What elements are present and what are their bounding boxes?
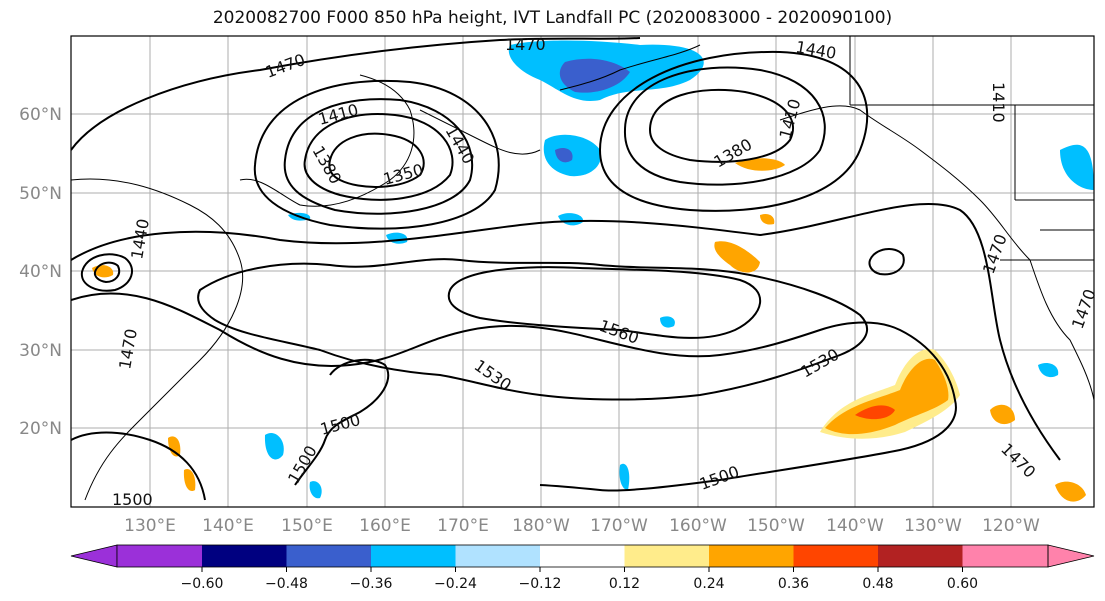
ivt-negative-east [1060, 144, 1094, 190]
colorbar-tick: 0.60 [947, 576, 978, 592]
contour-1560 [447, 266, 761, 339]
ivt-negative-kamchatka-core [555, 148, 573, 163]
colorbar-tick: 0.12 [609, 576, 640, 592]
colorbar-tick: −0.24 [434, 576, 477, 592]
lat-label: 60°N [19, 105, 62, 125]
contour-low-west-2 [93, 261, 121, 284]
lon-label: 180°W [512, 516, 570, 536]
ivt-negative-south-3 [619, 463, 630, 490]
colorbar-segment [793, 545, 878, 567]
ivt-positive-west-1 [168, 436, 181, 457]
ivt-positive-east-2 [1055, 481, 1086, 502]
colorbar-segment [455, 545, 540, 567]
colorbar-segment [286, 545, 371, 567]
lon-label: 170°E [437, 516, 489, 536]
colorbar-segment [202, 545, 287, 567]
lon-label: 120°W [982, 516, 1040, 536]
contour-1410-west [283, 98, 474, 215]
lat-label: 20°N [19, 419, 62, 439]
colorbar-extend-low [70, 544, 118, 568]
contour-1470-mid [71, 202, 1061, 461]
contour-1470-southwest [71, 431, 206, 501]
ivt-negative-south-1 [264, 432, 284, 460]
lon-label: 160°E [359, 516, 411, 536]
ivt-positive-west-2 [183, 468, 196, 492]
contour-1500-small [294, 358, 390, 486]
ivt-negative-mexico [1038, 363, 1059, 378]
lat-label: 30°N [19, 341, 62, 361]
contour-1470-north [71, 37, 641, 151]
colorbar-tick: −0.48 [265, 576, 308, 592]
colorbar-tick: −0.60 [181, 576, 224, 592]
latitude-labels: 60°N 50°N 40°N 30°N 20°N [19, 105, 62, 439]
lon-label: 130°W [904, 516, 962, 536]
colorbar-tick: 0.36 [778, 576, 809, 592]
ivt-positive-mid [714, 241, 760, 273]
contour-1380-east [648, 88, 794, 163]
colorbar-tick: −0.12 [519, 576, 562, 592]
ivt-positive-east-1 [990, 404, 1015, 425]
lat-label: 50°N [19, 184, 62, 204]
lon-label: 150°E [281, 516, 333, 536]
ivt-positive-alaska-gulf [735, 158, 785, 171]
colorbar-segment [117, 545, 202, 567]
colorbar-segment [540, 545, 625, 567]
height-contours [71, 37, 1061, 501]
ivt-negative-south-2 [309, 481, 322, 499]
lon-label: 160°W [669, 516, 727, 536]
ivt-shading [92, 40, 1094, 502]
contour-label: 1470 [505, 35, 546, 54]
lon-label: 150°W [747, 516, 805, 536]
lat-label: 40°N [19, 262, 62, 282]
ivt-negative-bering-core [559, 58, 630, 93]
lon-label: 170°W [590, 516, 648, 536]
map-frame [70, 35, 1095, 508]
colorbar-extend-high [1047, 544, 1095, 568]
contour-1500 [71, 292, 957, 492]
contour-1380-west [303, 113, 454, 201]
lon-label: 130°E [124, 516, 176, 536]
colorbar: −0.60 −0.48 −0.36 −0.24 −0.12 0.12 0.24 … [70, 544, 1095, 592]
ivt-positive-small-a [760, 214, 775, 225]
colorbar-segment [371, 545, 456, 567]
contour-low-west [80, 253, 134, 292]
colorbar-segment [709, 545, 794, 567]
ivt-positive-subtropical-max [855, 405, 895, 420]
longitude-labels: 130°E 140°E 150°E 160°E 170°E 180°W 170°… [124, 516, 1040, 536]
contour-label: 1410 [989, 82, 1008, 123]
colorbar-tick: 0.24 [693, 576, 724, 592]
contour-low-east [868, 248, 905, 276]
lon-label: 140°W [826, 516, 884, 536]
colorbar-segment [878, 545, 963, 567]
coastlines [71, 36, 1094, 501]
lon-label: 140°E [202, 516, 254, 536]
contour-1440-east [598, 50, 869, 212]
colorbar-segment [624, 545, 709, 567]
contour-label: 1500 [112, 490, 153, 509]
colorbar-tick: −0.36 [350, 576, 393, 592]
contour-1350 [328, 132, 425, 188]
colorbar-segment [962, 545, 1048, 567]
map-title: 2020082700 F000 850 hPa height, IVT Land… [212, 8, 893, 28]
gridlines [71, 36, 1094, 507]
ivt-negative-mid [660, 316, 675, 328]
contour-1440-west [253, 79, 500, 230]
contour-1530 [197, 258, 869, 401]
contour-1410-east [623, 66, 826, 186]
colorbar-tick: 0.48 [862, 576, 893, 592]
